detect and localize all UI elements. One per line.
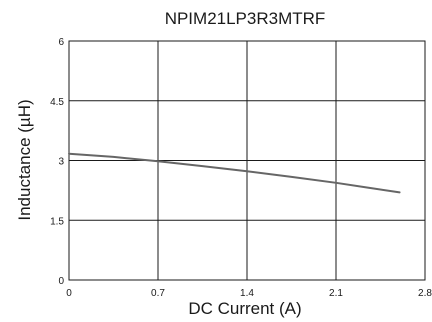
x-tick-label: 1.4 — [240, 288, 254, 299]
x-tick-label: 2.8 — [418, 288, 432, 299]
y-axis-label: Inductance (µH) — [15, 99, 34, 220]
x-tick-labels: 0 0.7 1.4 2.1 2.8 — [66, 288, 432, 299]
series-layer — [68, 152, 401, 194]
x-tick-label: 0.7 — [151, 288, 165, 299]
x-tick-label: 0 — [66, 288, 72, 299]
y-tick-label: 0 — [58, 276, 64, 287]
plot-frame — [68, 40, 426, 281]
grid — [68, 40, 426, 281]
chart-title: NPIM21LP3R3MTRF — [165, 9, 326, 28]
y-tick-label: 6 — [58, 37, 64, 48]
x-axis-label: DC Current (A) — [188, 299, 301, 318]
y-tick-label: 3 — [58, 157, 64, 168]
y-tick-labels: 0 1.5 3 4.5 6 — [50, 37, 64, 287]
x-tick-label: 2.1 — [329, 288, 343, 299]
y-tick-label: 1.5 — [50, 216, 64, 227]
series-line — [68, 152, 401, 194]
y-tick-label: 4.5 — [50, 97, 64, 108]
